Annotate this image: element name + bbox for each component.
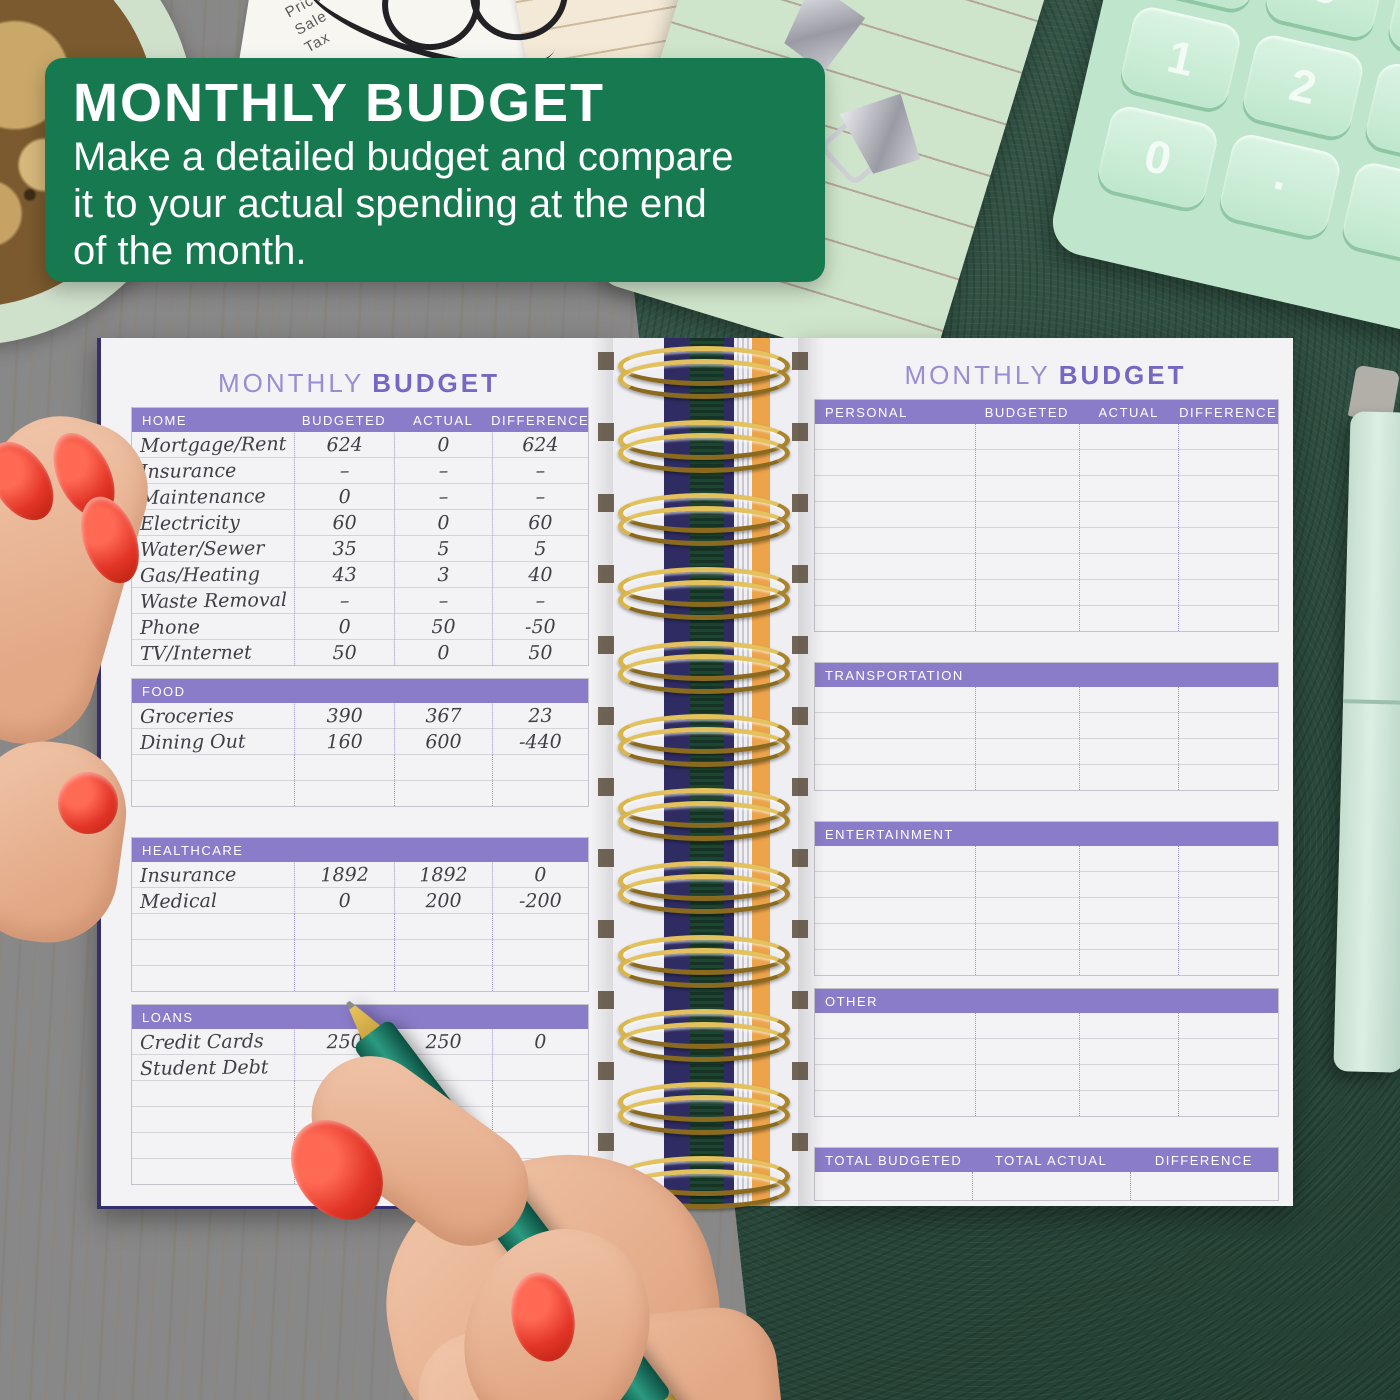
page-edge-orange — [752, 338, 770, 1206]
right-page: MONTHLY BUDGET PERSONAL BUDGETED ACTUAL D… — [798, 338, 1293, 1206]
table-row-empty — [815, 872, 1278, 898]
table-row-empty — [132, 940, 588, 966]
table-row: Water/Sewer 35 5 5 — [132, 535, 589, 562]
totals-row-empty — [815, 1172, 1278, 1200]
table-row-empty — [815, 450, 1278, 476]
spiral-coils — [618, 346, 790, 1209]
table-row-empty — [815, 898, 1278, 924]
section-transportation: TRANSPORTATION — [814, 662, 1279, 791]
binding-gap — [613, 338, 670, 1206]
table-row: TV/Internet 50 0 50 — [132, 639, 589, 666]
table-row-empty — [815, 1039, 1278, 1065]
table-row-empty — [815, 687, 1278, 713]
table-row-empty — [132, 914, 588, 940]
table-row-empty — [132, 781, 588, 806]
table-row-empty — [815, 476, 1278, 502]
table-row-empty — [815, 580, 1278, 606]
table-row: Dining Out 160 600 -440 — [132, 728, 589, 755]
coil — [618, 935, 790, 988]
calculator-key-2: 2 — [1240, 31, 1366, 141]
table-row-empty — [815, 924, 1278, 950]
highlighter-seam — [1343, 699, 1400, 705]
banner-text: of the month. — [73, 229, 307, 273]
table-row-empty — [815, 1013, 1278, 1039]
calculator-key-dot: · — [1217, 131, 1344, 240]
coil — [618, 493, 790, 547]
section-home: HOME BUDGETED ACTUAL DIFFERENCE Mortgage… — [131, 407, 589, 666]
section-header: PERSONAL BUDGETED ACTUAL DIFFERENCE — [815, 400, 1278, 424]
table-row: Insurance 1892 1892 0 — [132, 861, 589, 888]
page-edges — [734, 338, 752, 1206]
coil — [618, 419, 790, 473]
calculator-key-0: 0 — [1095, 103, 1221, 212]
table-row-empty — [815, 424, 1278, 450]
table-row-empty — [815, 713, 1278, 739]
table-row-empty — [815, 1091, 1278, 1116]
table-row-empty — [132, 966, 588, 991]
calculator-key-1: 1 — [1117, 3, 1244, 113]
section-healthcare: HEALTHCARE Insurance 1892 1892 0 Medical… — [131, 837, 589, 992]
banner-title: MONTHLY BUDGET — [73, 73, 606, 133]
section-entertainment: ENTERTAINMENT — [814, 821, 1279, 976]
notebook-spine — [724, 338, 734, 1206]
table-row: Maintenance 0 – – — [132, 483, 589, 510]
table-row-empty — [815, 554, 1278, 580]
table-row: Waste Removal – – – — [132, 587, 589, 614]
table-row: Groceries 390 367 23 — [132, 702, 589, 729]
coil — [618, 714, 790, 768]
coil — [618, 566, 790, 620]
punch-holes — [598, 352, 614, 1204]
table-row-empty — [815, 765, 1278, 790]
table-row: Mortgage/Rent 624 0 624 — [132, 431, 589, 458]
table-row-empty — [815, 846, 1278, 872]
section-header: ENTERTAINMENT — [815, 822, 1278, 846]
calculator-key-5: 5 — [1263, 0, 1389, 41]
calculator-key — [1385, 0, 1400, 70]
section-personal: PERSONAL BUDGETED ACTUAL DIFFERENCE — [814, 399, 1279, 632]
table-row: Phone 0 50 -50 — [132, 613, 589, 640]
calculator-key — [1339, 159, 1400, 268]
table-row-empty — [815, 502, 1278, 528]
promo-banner: MONTHLY BUDGET Make a detailed budget an… — [45, 58, 825, 282]
punch-holes — [792, 352, 808, 1204]
table-row-empty — [815, 950, 1278, 975]
table-row: Insurance – – – — [132, 457, 589, 484]
table-row: Gas/Heating 43 3 40 — [132, 561, 589, 588]
table-row-empty — [815, 606, 1278, 631]
table-row-empty — [815, 1065, 1278, 1091]
section-header: OTHER — [815, 989, 1278, 1013]
totals-section: TOTAL BUDGETED TOTAL ACTUAL DIFFERENCE — [814, 1147, 1279, 1201]
table-row-empty — [132, 755, 588, 781]
coil — [618, 861, 790, 915]
page-title: MONTHLY BUDGET — [904, 360, 1187, 390]
table-row: Medical 0 200 -200 — [132, 887, 589, 914]
calculator-keypad: 4 5 1 2 0 · — [1095, 0, 1400, 268]
section-other: OTHER — [814, 988, 1279, 1117]
page-title: MONTHLY BUDGET — [218, 368, 500, 398]
banner-text: it to your actual spending at the end — [73, 182, 707, 226]
coil — [618, 346, 790, 399]
budget-table: PERSONAL BUDGETED ACTUAL DIFFERENCE TRAN… — [814, 399, 1279, 1201]
coil — [618, 1008, 790, 1062]
section-header: HEALTHCARE — [132, 838, 588, 862]
coil — [618, 787, 790, 841]
coil — [618, 640, 790, 694]
section-header: FOOD — [132, 679, 588, 703]
section-header: HOME BUDGETED ACTUAL DIFFERENCE — [132, 408, 588, 432]
table-row: Electricity 60 0 60 — [132, 509, 589, 536]
totals-header: TOTAL BUDGETED TOTAL ACTUAL DIFFERENCE — [815, 1148, 1278, 1172]
table-row-empty — [815, 528, 1278, 554]
banner-text: Make a detailed budget and compare — [73, 135, 734, 179]
coil — [618, 1082, 790, 1136]
calculator-key — [1362, 60, 1400, 169]
section-food: FOOD Groceries 390 367 23 Dining Out 160… — [131, 678, 589, 807]
table-row-empty — [815, 739, 1278, 765]
section-header: TRANSPORTATION — [815, 663, 1278, 687]
